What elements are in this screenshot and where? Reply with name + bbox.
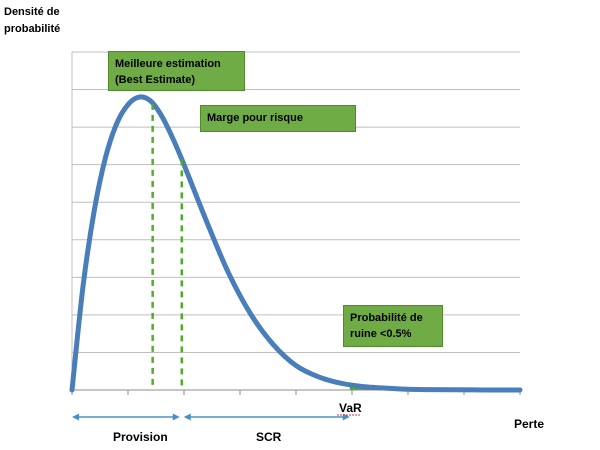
range-arrows (72, 413, 350, 421)
scr-label: SCR (256, 430, 282, 444)
ruin-line2: ruine <0.5% (350, 328, 412, 340)
best-estimate-box: Meilleure estimation (Best Estimate) (108, 51, 245, 91)
axes (71, 52, 520, 391)
x-axis-label: Perte (514, 417, 544, 431)
ruin-probability-box: Probabilité de ruine <0.5% (343, 305, 443, 347)
best-estimate-line1: Meilleure estimation (115, 58, 221, 70)
best-estimate-line2: (Best Estimate) (115, 74, 196, 86)
provision-arrow (72, 413, 180, 421)
y-axis-label: Densité de probabilité (4, 4, 84, 38)
scr-arrow (183, 413, 350, 421)
provision-label: Provision (113, 430, 168, 444)
var-label: VaR (339, 401, 362, 415)
density-curve (69, 94, 523, 393)
ruin-line1: Probabilité de (350, 312, 423, 324)
y-axis-label-line1: Densité de (4, 6, 60, 18)
risk-margin-box: Marge pour risque (200, 105, 356, 132)
y-axis-label-line2: probabilité (4, 23, 61, 35)
risk-margin-text: Marge pour risque (207, 112, 303, 124)
